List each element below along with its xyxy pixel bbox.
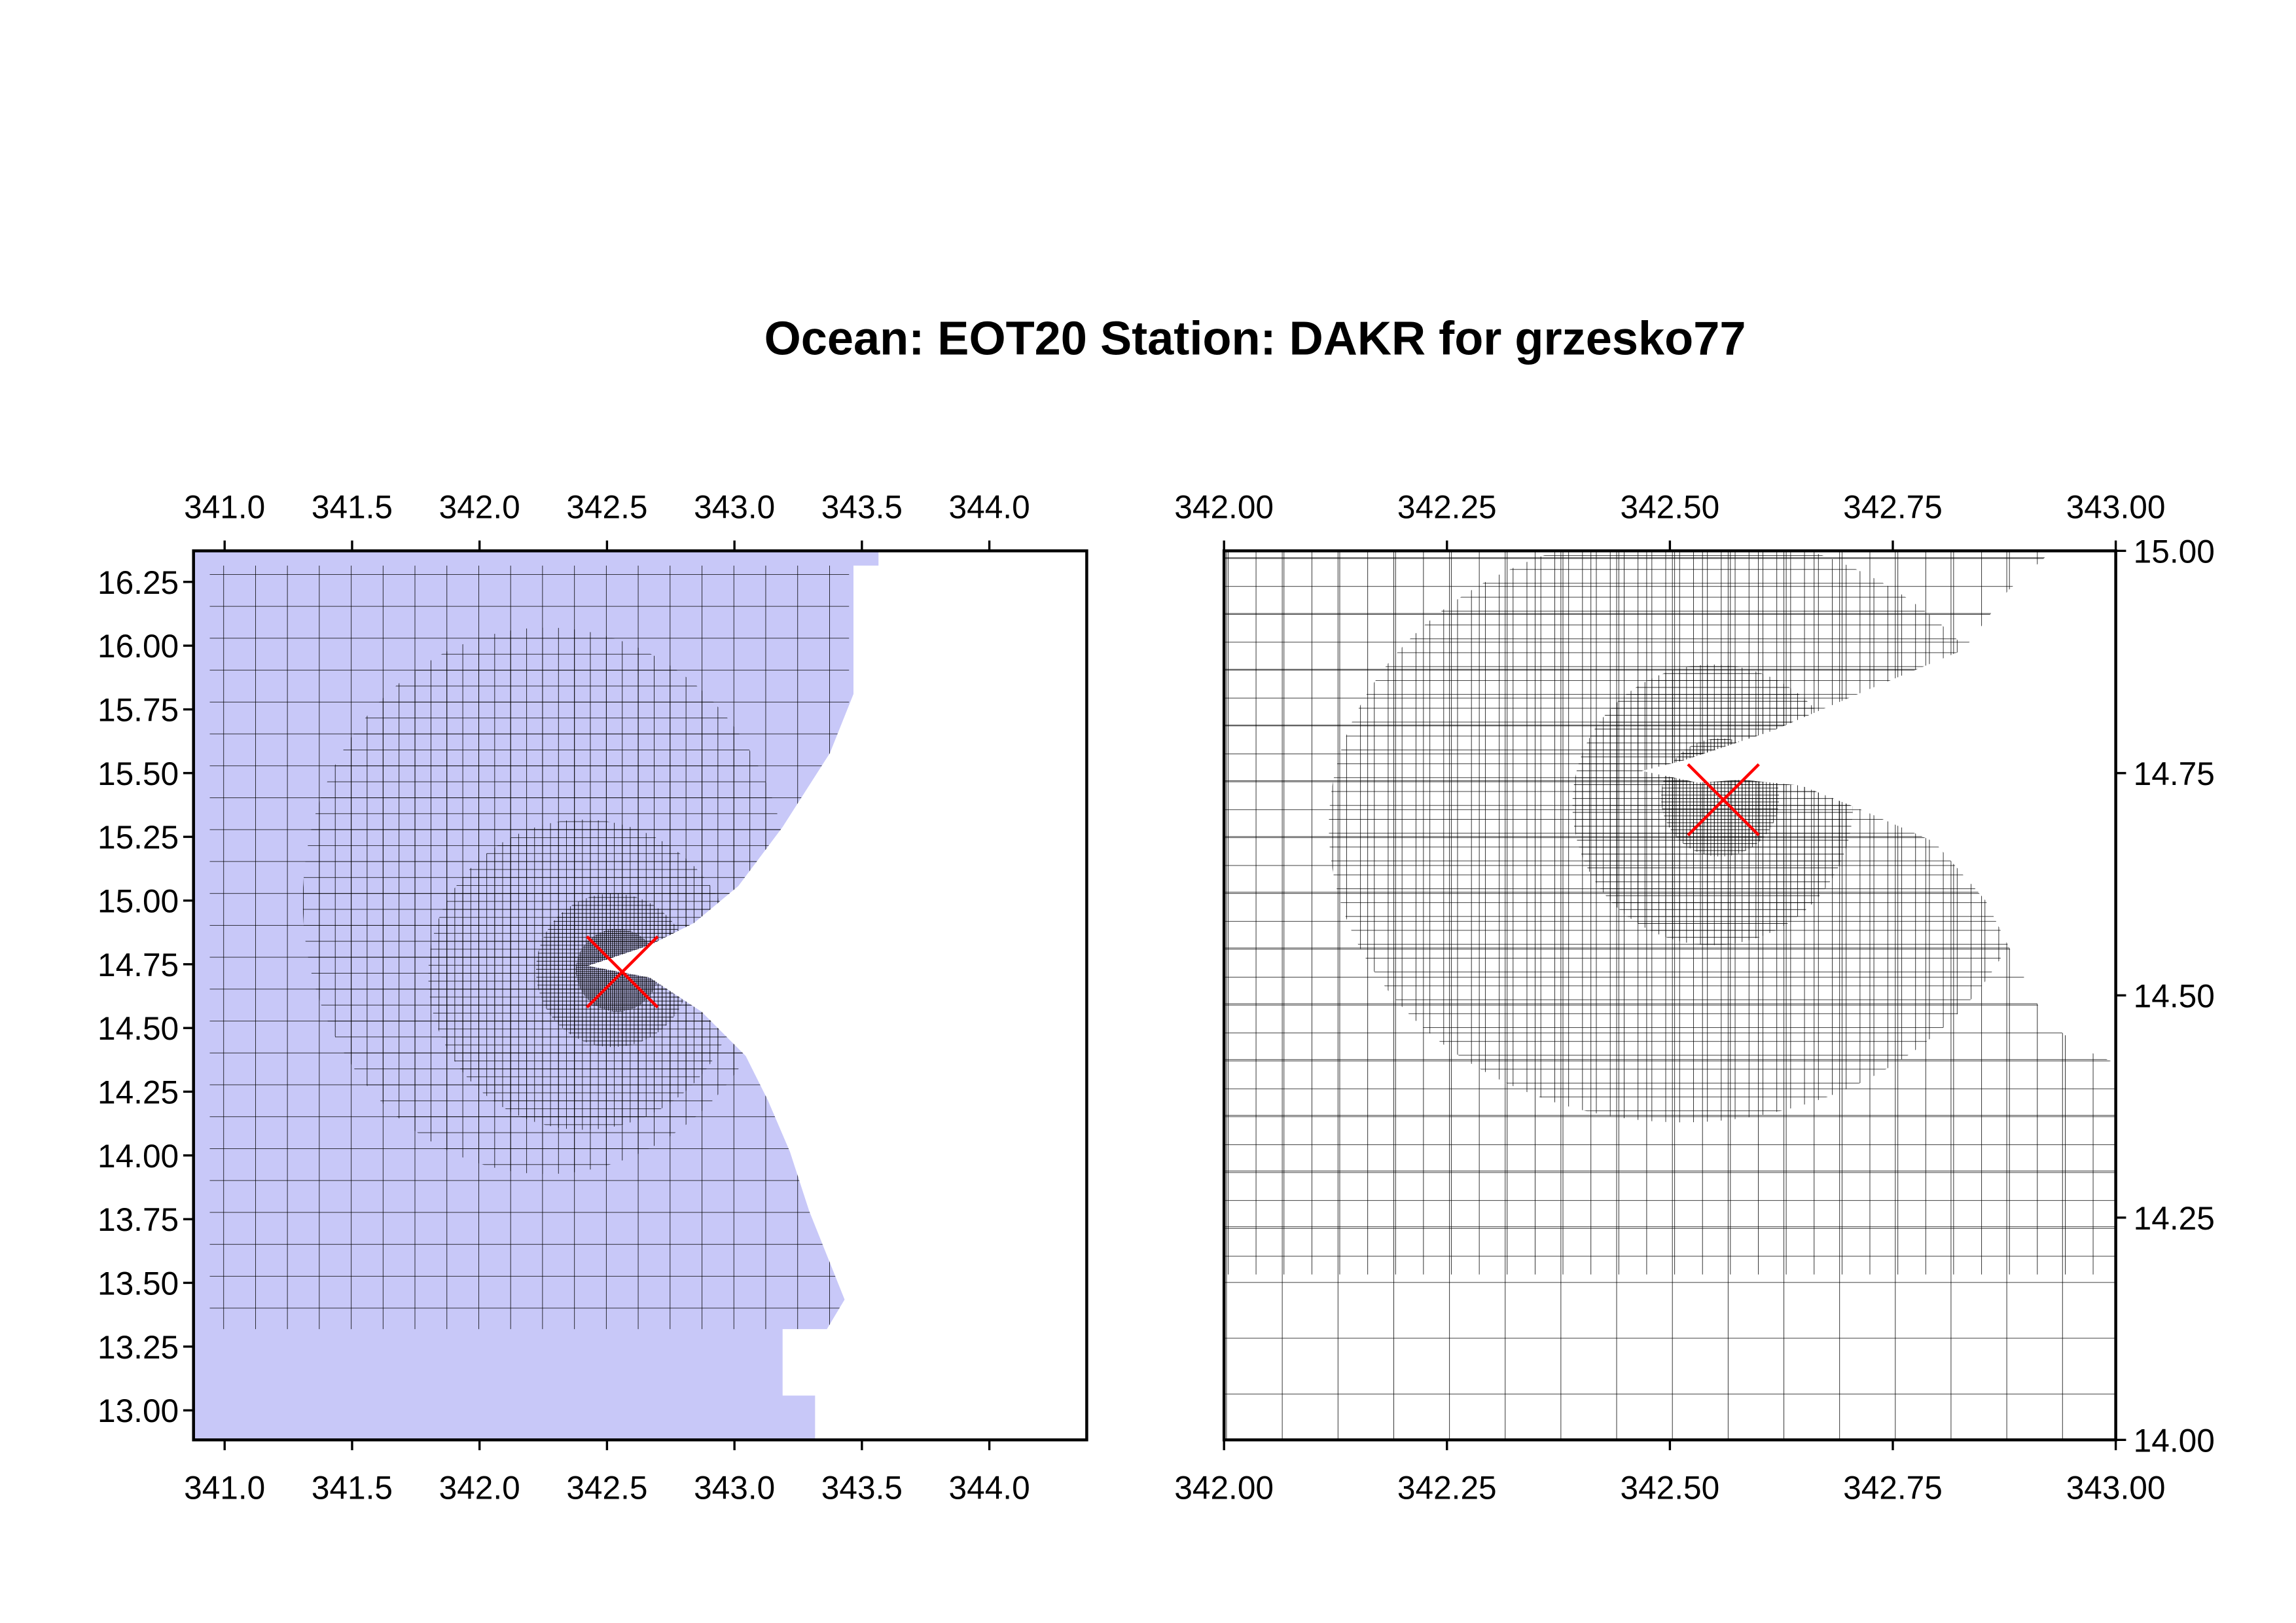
- mesh-cells: [575, 928, 659, 1012]
- x-tick-label: 342.0: [439, 1470, 520, 1506]
- x-tick-label: 343.5: [821, 489, 903, 526]
- x-tick-label: 343.0: [694, 1470, 775, 1506]
- y-tick-label: 13.25: [98, 1329, 179, 1366]
- y-tick-label: 13.75: [98, 1201, 179, 1238]
- y-tick-label: 15.00: [98, 883, 179, 920]
- x-tick-label: 341.0: [184, 489, 265, 526]
- y-tick-label: 14.75: [2134, 756, 2215, 792]
- x-tick-label: 344.0: [949, 1470, 1030, 1506]
- x-tick-label: 341.5: [312, 489, 393, 526]
- x-tick-label: 344.0: [949, 489, 1030, 526]
- y-tick-label: 14.25: [98, 1074, 179, 1111]
- x-tick-label: 343.00: [2066, 489, 2166, 526]
- y-tick-label: 13.00: [98, 1393, 179, 1429]
- x-tick-label: 343.5: [821, 1470, 903, 1506]
- x-tick-label: 342.00: [1174, 489, 1274, 526]
- ocean-grid: [193, 551, 879, 1440]
- y-tick-label: 15.25: [98, 819, 179, 856]
- x-tick-label: 342.75: [1843, 1470, 1943, 1506]
- title: Ocean: EOT20 Station: DAKR for grzesko77: [764, 312, 1746, 365]
- y-tick-label: 14.25: [2134, 1200, 2215, 1237]
- plot-frame: [192, 549, 1088, 1442]
- x-tick-label: 342.00: [1174, 1470, 1274, 1506]
- x-tick-label: 342.25: [1397, 1470, 1497, 1506]
- mesh-cells: [536, 893, 690, 1048]
- y-tick-label: 13.50: [98, 1266, 179, 1302]
- y-tick-label: 16.25: [98, 564, 179, 601]
- y-tick-label: 14.00: [98, 1138, 179, 1175]
- x-tick-label: 343.0: [694, 489, 775, 526]
- ocean-grid: [1224, 551, 2116, 1440]
- y-tick-label: 16.00: [98, 628, 179, 665]
- y-tick-label: 15.75: [98, 692, 179, 729]
- x-tick-label: 342.75: [1843, 489, 1943, 526]
- y-tick-label: 14.00: [2134, 1422, 2215, 1459]
- y-tick-label: 15.50: [98, 756, 179, 792]
- station-marker: [586, 935, 659, 1009]
- x-tick-label: 341.0: [184, 1470, 265, 1506]
- x-tick-label: 343.00: [2066, 1470, 2166, 1506]
- x-tick-label: 342.25: [1397, 489, 1497, 526]
- x-tick-label: 342.5: [566, 489, 647, 526]
- x-tick-label: 342.50: [1621, 1470, 1720, 1506]
- x-tick-label: 341.5: [312, 1470, 393, 1506]
- y-tick-label: 15.00: [2134, 533, 2215, 570]
- x-tick-label: 342.0: [439, 489, 520, 526]
- x-tick-label: 342.50: [1621, 489, 1720, 526]
- y-tick-label: 14.50: [98, 1010, 179, 1047]
- y-tick-label: 14.75: [98, 947, 179, 983]
- station-marker: [1687, 763, 1760, 837]
- y-tick-label: 14.50: [2134, 977, 2215, 1014]
- x-tick-label: 342.5: [566, 1470, 647, 1506]
